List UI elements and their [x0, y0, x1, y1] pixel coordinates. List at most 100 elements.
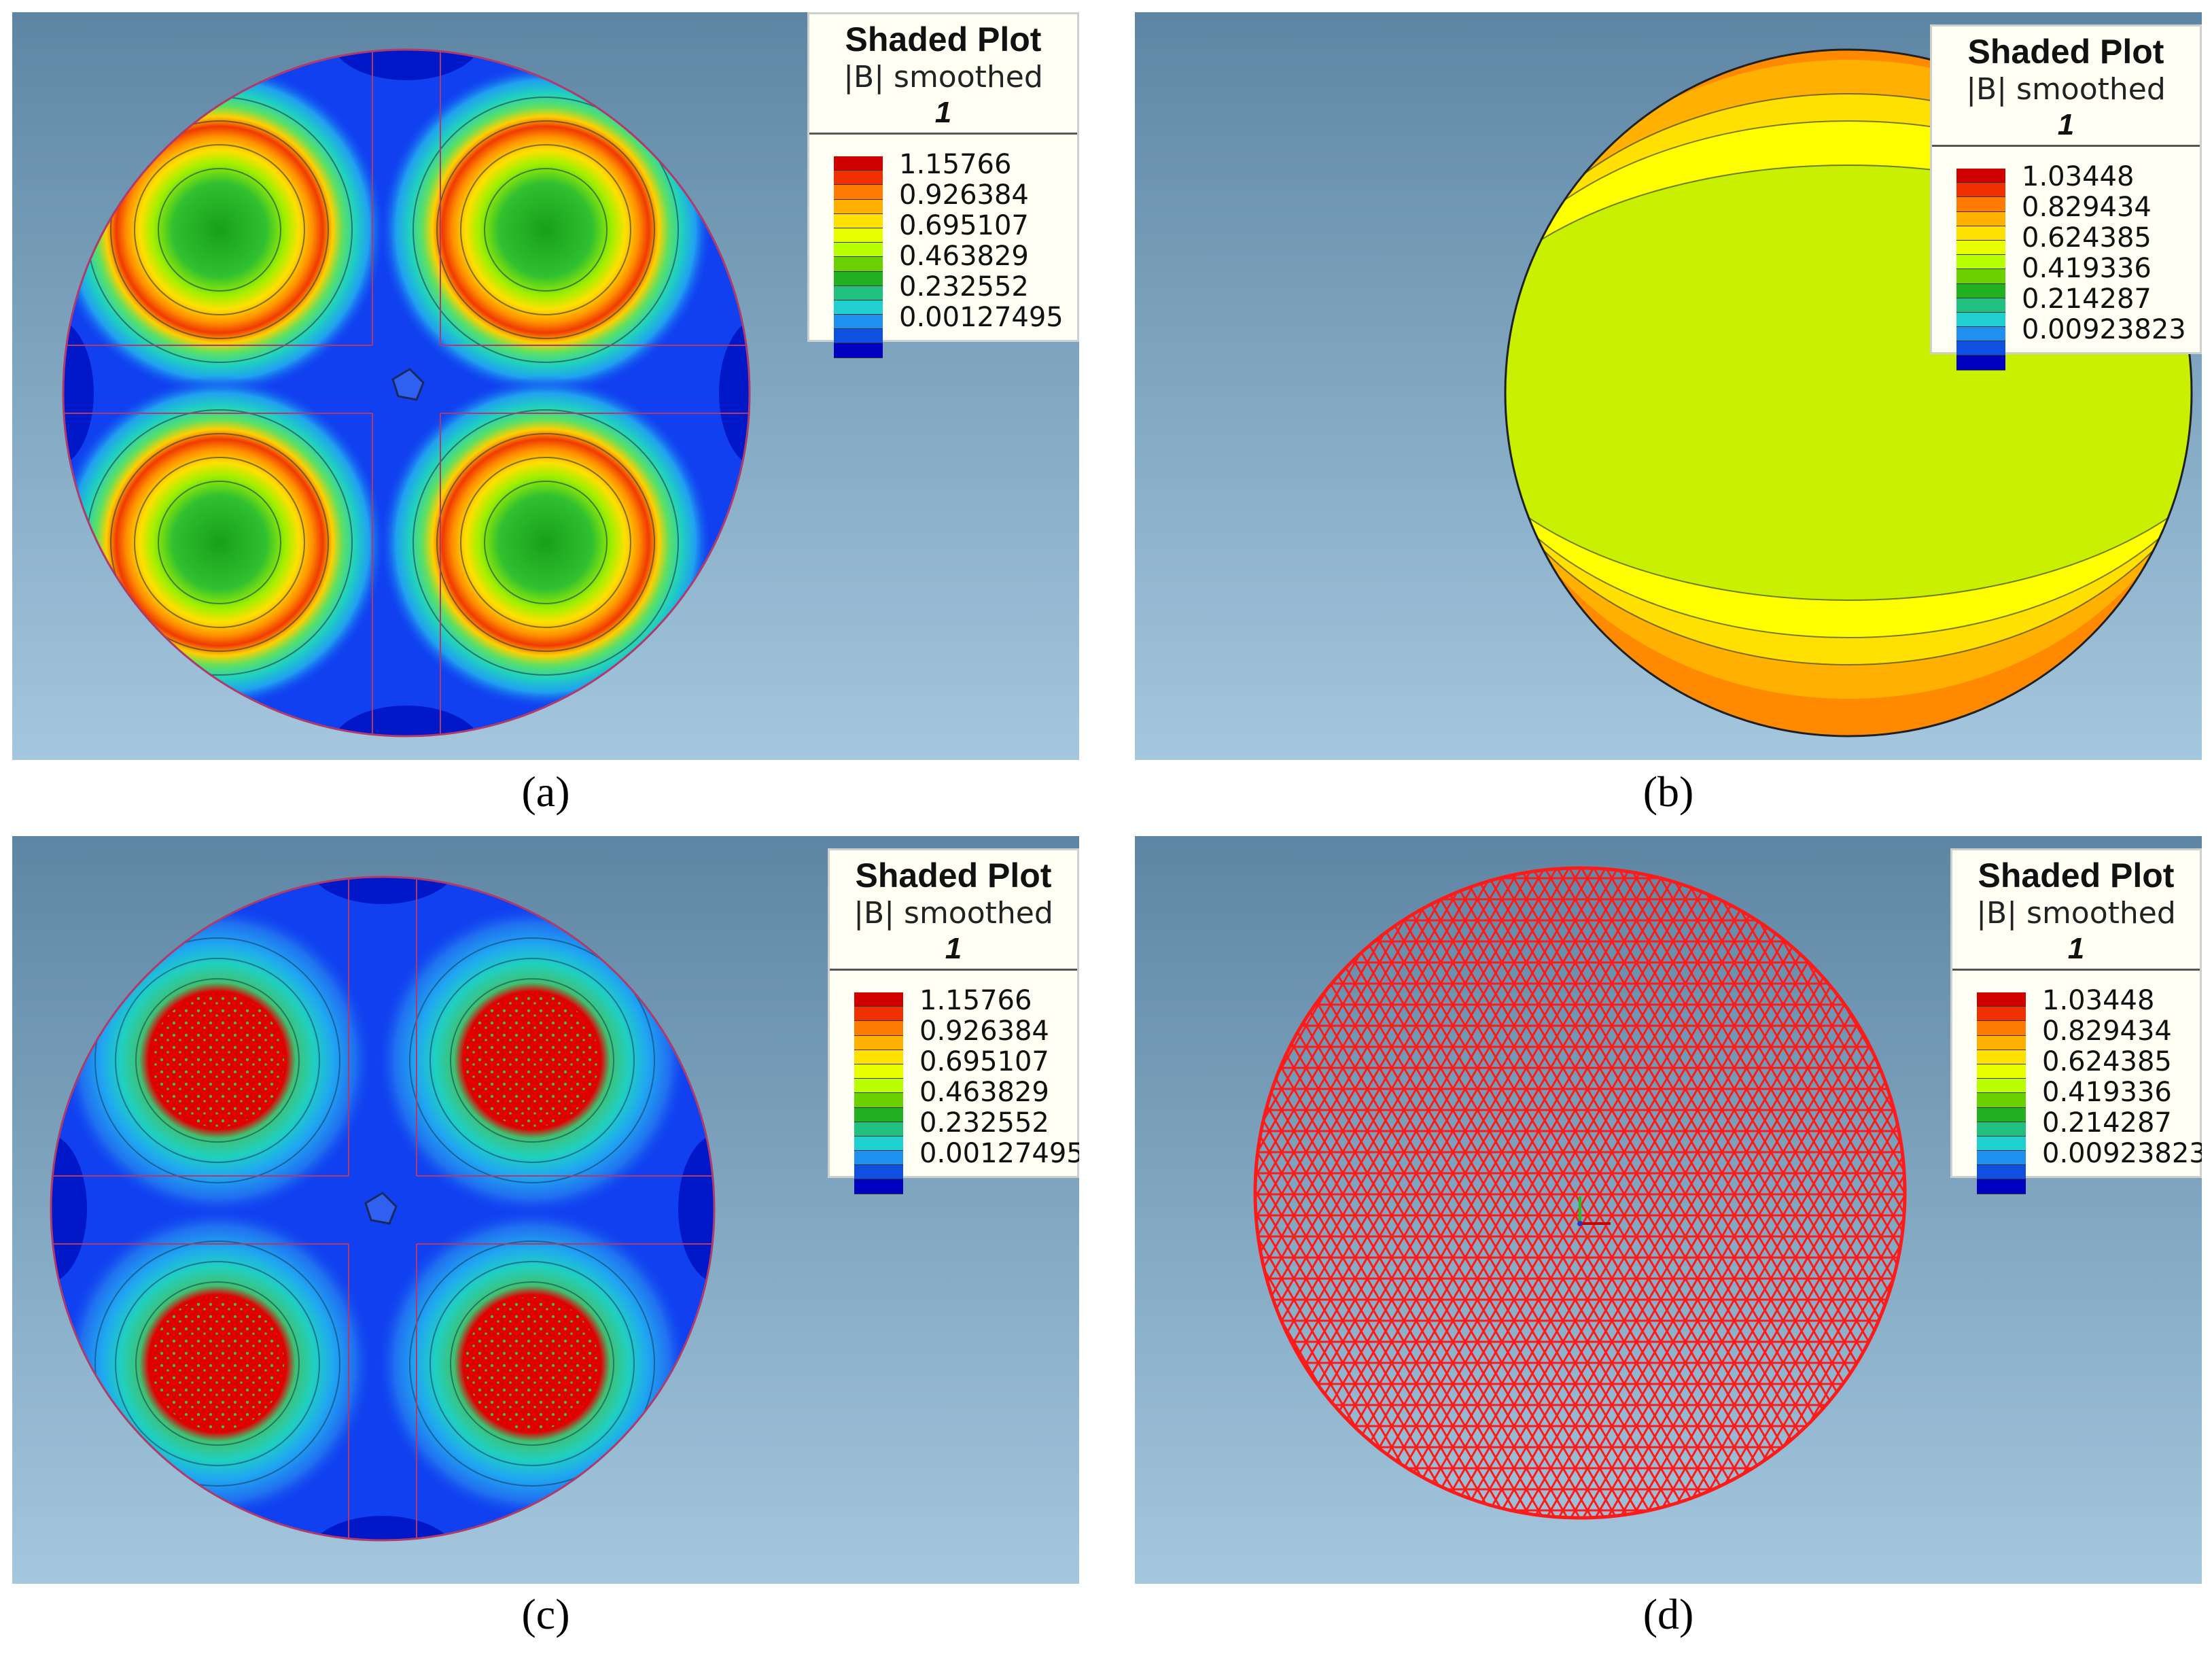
color-swatch — [834, 185, 883, 200]
legend-value: 0.419336 — [2022, 253, 2152, 284]
color-swatch — [854, 1107, 903, 1122]
panel-b: Shaded Plot |B| smoothed 1 1.03448 0.829… — [1135, 12, 2202, 760]
legend-value: 0.419336 — [2042, 1077, 2172, 1108]
caption-b: (b) — [1643, 767, 1694, 816]
color-swatch — [834, 343, 883, 358]
color-swatch — [834, 171, 883, 186]
caption-d: (d) — [1643, 1590, 1694, 1638]
color-swatch — [1977, 1021, 2026, 1036]
color-swatch — [834, 285, 883, 300]
legend-value: 1.15766 — [919, 985, 1032, 1016]
color-swatch — [834, 257, 883, 272]
color-swatch — [1977, 1050, 2026, 1064]
legend-value: 0.624385 — [2042, 1046, 2172, 1077]
color-swatch — [1977, 1035, 2026, 1050]
color-swatch — [854, 1064, 903, 1079]
color-legend-c: Shaded Plot |B| smoothed 1 1.15766 0.926… — [828, 848, 1079, 1194]
color-scale-bar — [834, 156, 883, 358]
legend-value: 0.926384 — [919, 1016, 1049, 1047]
legend-value: 1.15766 — [899, 149, 1012, 180]
legend-value: 0.214287 — [2042, 1107, 2172, 1139]
color-swatch — [854, 1079, 903, 1094]
color-swatch — [854, 1151, 903, 1166]
color-swatch — [854, 1122, 903, 1137]
color-swatch — [854, 1007, 903, 1022]
color-scale-bar — [854, 992, 903, 1194]
color-swatch — [1956, 269, 2005, 284]
color-swatch — [1956, 183, 2005, 198]
color-legend-a: Shaded Plot |B| smoothed 1 1.15766 0.926… — [807, 12, 1079, 358]
color-swatch — [1956, 283, 2005, 298]
color-swatch — [1977, 1165, 2026, 1180]
legend-title: Shaded Plot — [1978, 856, 2175, 895]
color-swatch — [854, 1093, 903, 1108]
color-swatch — [834, 271, 883, 286]
color-swatch — [854, 1021, 903, 1036]
color-swatch — [1956, 312, 2005, 328]
legend-value: 0.829434 — [2022, 192, 2152, 223]
color-swatch — [834, 156, 883, 171]
caption-c: (c) — [521, 1590, 570, 1638]
legend-value: 0.232552 — [899, 271, 1029, 302]
legend-subtitle: |B| smoothed — [854, 896, 1053, 931]
legend-index: 1 — [934, 96, 952, 129]
caption-a: (a) — [521, 767, 570, 816]
legend-value: 1.03448 — [2022, 161, 2135, 192]
legend-index: 1 — [2067, 932, 2085, 965]
color-scale-bar — [1977, 992, 2026, 1194]
legend-value: 0.463829 — [899, 241, 1029, 272]
legend-title: Shaded Plot — [1967, 33, 2164, 71]
legend-subtitle: |B| smoothed — [843, 60, 1043, 94]
color-swatch — [1977, 1107, 2026, 1122]
color-swatch — [1977, 992, 2026, 1007]
legend-subtitle: |B| smoothed — [1976, 896, 2176, 931]
legend-value: 0.214287 — [2022, 283, 2152, 315]
color-swatch — [1977, 1093, 2026, 1108]
color-swatch — [1977, 1179, 2026, 1194]
color-legend-d: Shaded Plot |B| smoothed 1 1.03448 0.829… — [1950, 848, 2202, 1194]
legend-title: Shaded Plot — [855, 856, 1052, 895]
color-scale-bar — [1956, 169, 2005, 370]
color-swatch — [834, 243, 883, 258]
color-swatch — [854, 1136, 903, 1151]
color-swatch — [1956, 240, 2005, 256]
color-swatch — [1956, 226, 2005, 241]
color-swatch — [854, 1050, 903, 1064]
panel-d: Shaded Plot |B| smoothed 1 1.03448 0.829… — [1135, 836, 2202, 1584]
color-swatch — [1956, 356, 2005, 370]
color-swatch — [1977, 1007, 2026, 1022]
legend-value: 0.00923823 — [2022, 314, 2186, 345]
legend-value: 0.00127495 — [899, 302, 1064, 333]
legend-index: 1 — [945, 932, 962, 965]
color-swatch — [1977, 1151, 2026, 1166]
legend-value: 0.00127495 — [919, 1138, 1079, 1169]
color-swatch — [854, 1165, 903, 1180]
legend-value: 0.00923823 — [2042, 1138, 2202, 1169]
legend-value: 0.695107 — [919, 1046, 1049, 1077]
color-swatch — [1956, 341, 2005, 356]
panel-a: Shaded Plot |B| smoothed 1 1.15766 0.926… — [12, 12, 1079, 760]
legend-value: 0.926384 — [899, 179, 1029, 211]
color-swatch — [834, 213, 883, 228]
color-swatch — [1956, 255, 2005, 270]
color-swatch — [1956, 169, 2005, 184]
mesh-plot-d — [1253, 866, 1907, 1520]
color-swatch — [834, 315, 883, 330]
legend-title: Shaded Plot — [845, 20, 1042, 58]
legend-index: 1 — [2057, 108, 2075, 141]
panel-c: Shaded Plot |B| smoothed 1 1.15766 0.926… — [12, 836, 1079, 1584]
legend-subtitle: |B| smoothed — [1966, 72, 2166, 107]
shaded-plot-a — [62, 48, 751, 738]
color-swatch — [834, 300, 883, 315]
color-swatch — [854, 992, 903, 1007]
color-swatch — [854, 1179, 903, 1194]
color-swatch — [1956, 197, 2005, 212]
legend-value: 1.03448 — [2042, 985, 2155, 1016]
legend-value: 0.463829 — [919, 1077, 1049, 1108]
color-swatch — [1956, 298, 2005, 313]
axis-triad-icon — [1577, 1196, 1611, 1226]
color-legend-b: Shaded Plot |B| smoothed 1 1.03448 0.829… — [1930, 24, 2202, 370]
legend-value: 0.695107 — [899, 210, 1029, 241]
color-swatch — [1977, 1079, 2026, 1094]
color-swatch — [1977, 1064, 2026, 1079]
